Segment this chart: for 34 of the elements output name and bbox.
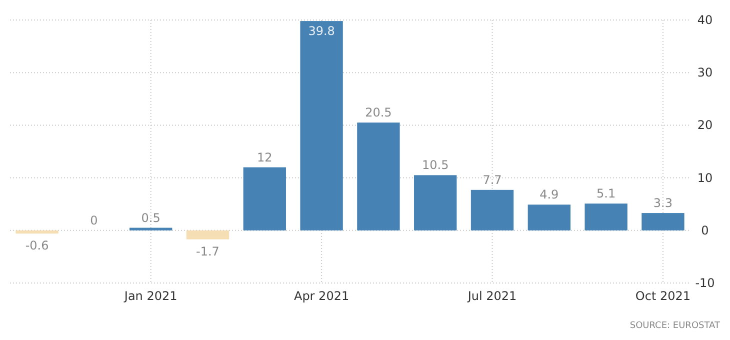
data-label: 39.8 xyxy=(308,24,335,38)
data-label: 4.9 xyxy=(540,188,559,202)
data-label: 12 xyxy=(257,150,272,164)
x-tick-label: Jul 2021 xyxy=(466,289,517,303)
bar xyxy=(186,230,230,240)
bar xyxy=(470,190,514,230)
x-tick-label: Jan 2021 xyxy=(123,289,178,303)
y-tick-label: 10 xyxy=(697,170,713,185)
data-label: 7.7 xyxy=(482,172,502,187)
bar xyxy=(130,228,172,230)
y-tick-label: -10 xyxy=(695,276,715,290)
bar xyxy=(414,175,457,230)
bar xyxy=(357,122,400,230)
data-label: 0 xyxy=(90,213,98,228)
data-label: 10.5 xyxy=(422,158,449,172)
x-tick-label: Oct 2021 xyxy=(635,289,691,303)
bar xyxy=(243,167,286,230)
y-tick-label: 40 xyxy=(697,13,713,27)
bar xyxy=(16,230,58,234)
y-tick-label: 0 xyxy=(701,223,709,238)
data-label: -0.6 xyxy=(25,238,49,253)
bar xyxy=(300,21,343,230)
x-tick-label: Apr 2021 xyxy=(294,289,350,303)
data-label: 0.5 xyxy=(141,210,160,225)
source-note: SOURCE: EUROSTAT xyxy=(630,321,720,331)
y-tick-label: 30 xyxy=(697,66,713,80)
data-label: 20.5 xyxy=(365,106,392,120)
bar xyxy=(584,204,628,230)
bar xyxy=(528,204,570,230)
data-label: 3.3 xyxy=(653,196,673,210)
data-label: 5.1 xyxy=(596,186,616,201)
data-label: -1.7 xyxy=(196,244,220,258)
bar xyxy=(642,213,684,230)
y-tick-label: 20 xyxy=(697,118,713,132)
